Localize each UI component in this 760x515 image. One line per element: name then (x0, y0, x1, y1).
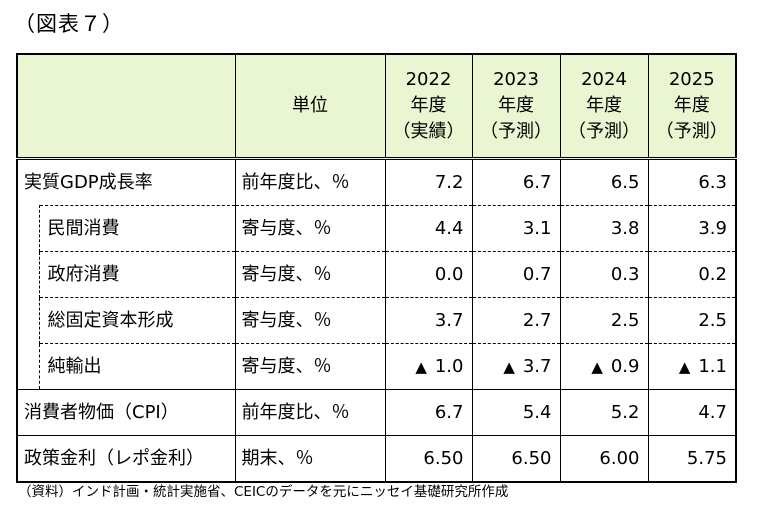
row-net-exports: 純輸出 寄与度、％ ▲ 1.0 ▲ 3.7 ▲ 0.9 ▲ 1.1 (17, 343, 736, 390)
cell-value: 6.50 (385, 435, 473, 482)
row-unit: 寄与度、％ (235, 297, 386, 344)
cell-value: 2.5 (648, 297, 736, 344)
row-government-consumption: 政府消費 寄与度、％ 0.0 0.7 0.3 0.2 (17, 251, 736, 298)
indent (17, 343, 40, 390)
header-year-2023: 2023 年度 （予測） (472, 54, 561, 159)
cell-value: ▲ 0.9 (560, 343, 649, 390)
value: 1.1 (698, 355, 727, 377)
row-unit: 前年度比、％ (235, 389, 386, 436)
cell-value: 4.4 (385, 205, 473, 252)
cell-value: 6.3 (648, 157, 736, 206)
cell-value: 2.7 (472, 297, 561, 344)
indent (17, 205, 40, 252)
year-suffix: 年度 (673, 94, 710, 116)
negative-triangle-icon: ▲ (503, 357, 515, 376)
year-suffix: 年度 (586, 94, 622, 116)
source-note: （資料）インド計画・統計実施省、CEICのデータを元にニッセイ基礎研究所作成 (18, 484, 509, 500)
row-unit: 期末、％ (235, 435, 386, 482)
cell-value: 5.75 (648, 435, 736, 482)
header-year-2022: 2022 年度 （実績） (385, 54, 473, 159)
cell-value: 0.7 (472, 251, 561, 298)
cell-value: 3.8 (560, 205, 649, 252)
indent (17, 251, 40, 298)
cell-value: 6.00 (560, 435, 649, 482)
row-label: 実質GDP成長率 (17, 157, 236, 206)
negative-triangle-icon: ▲ (678, 357, 691, 376)
header-row: 単位 2022 年度 （実績） 2023 年度 （予測） 2024 年度 （予測… (17, 54, 736, 159)
cell-value: 6.5 (560, 157, 649, 206)
header-year-2025: 2025 年度 （予測） (648, 54, 736, 159)
year-suffix: 年度 (498, 94, 534, 116)
row-label: 総固定資本形成 (39, 297, 236, 344)
row-unit: 前年度比、％ (235, 157, 386, 206)
cell-value: ▲ 3.7 (472, 343, 561, 390)
cell-value: 4.7 (648, 389, 736, 436)
value: 0.9 (610, 355, 640, 377)
year-kind: （実績） (392, 121, 465, 143)
cell-value: ▲ 1.0 (385, 343, 473, 390)
row-repo-rate: 政策金利（レポ金利） 期末、％ 6.50 6.50 6.00 5.75 (17, 435, 736, 482)
indent (17, 297, 40, 344)
cell-value: 5.2 (560, 389, 649, 436)
cell-value: 3.9 (648, 205, 736, 252)
row-label: 政策金利（レポ金利） (17, 435, 236, 482)
negative-triangle-icon: ▲ (591, 357, 603, 376)
cell-value: 2.5 (560, 297, 649, 344)
cell-value: 6.50 (472, 435, 561, 482)
row-private-consumption: 民間消費 寄与度、％ 4.4 3.1 3.8 3.9 (17, 205, 736, 252)
value: 1.0 (434, 355, 464, 377)
cell-value: 6.7 (385, 389, 473, 436)
year: 2025 (668, 68, 715, 90)
row-unit: 寄与度、％ (235, 205, 386, 252)
cell-value: 3.1 (472, 205, 561, 252)
row-unit: 寄与度、％ (235, 343, 386, 390)
cell-value: 0.0 (385, 251, 473, 298)
year-kind: （予測） (568, 121, 640, 143)
row-unit: 寄与度、％ (235, 251, 386, 298)
cell-value: 7.2 (385, 157, 473, 206)
year-kind: （予測） (655, 121, 728, 143)
year-suffix: 年度 (410, 94, 447, 116)
negative-triangle-icon: ▲ (415, 357, 427, 376)
header-unit: 単位 (235, 54, 386, 159)
cell-value: 6.7 (472, 157, 561, 206)
forecast-table: 単位 2022 年度 （実績） 2023 年度 （予測） 2024 年度 （予測… (16, 53, 737, 483)
cell-value: 0.2 (648, 251, 736, 298)
year: 2024 (581, 68, 627, 90)
row-gdp: 実質GDP成長率 前年度比、％ 7.2 6.7 6.5 6.3 (17, 157, 736, 206)
figure-label: （図表７） (14, 12, 124, 36)
cell-value: 0.3 (560, 251, 649, 298)
cell-value: 3.7 (385, 297, 473, 344)
year: 2023 (493, 68, 539, 90)
cell-value: ▲ 1.1 (648, 343, 736, 390)
row-label: 純輸出 (39, 343, 236, 390)
row-label: 民間消費 (39, 205, 236, 252)
header-blank (17, 54, 236, 159)
row-label: 消費者物価（CPI） (17, 389, 236, 436)
row-cpi: 消費者物価（CPI） 前年度比、％ 6.7 5.4 5.2 4.7 (17, 389, 736, 436)
header-year-2024: 2024 年度 （予測） (560, 54, 649, 159)
year: 2022 (405, 68, 452, 90)
value: 3.7 (522, 355, 552, 377)
row-label: 政府消費 (39, 251, 236, 298)
cell-value: 5.4 (472, 389, 561, 436)
year-kind: （予測） (480, 121, 552, 143)
row-gross-fixed-capital-formation: 総固定資本形成 寄与度、％ 3.7 2.7 2.5 2.5 (17, 297, 736, 344)
